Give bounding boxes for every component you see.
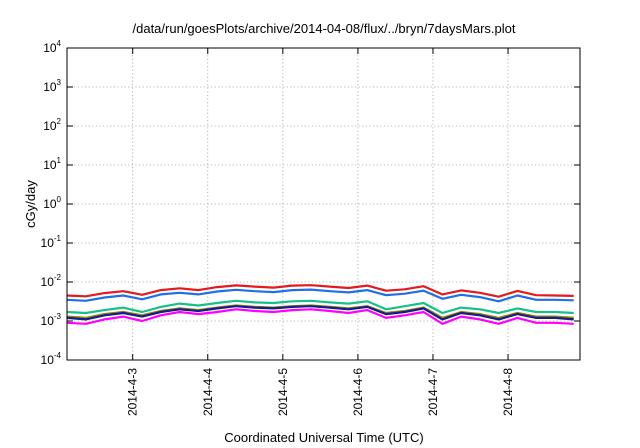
series-group: [66, 284, 574, 325]
y-axis-label: cGy/day: [23, 180, 38, 228]
x-axis-label: Coordinated Universal Time (UTC): [224, 430, 423, 445]
series-line-6: [66, 308, 574, 325]
series-line-2: [66, 288, 574, 303]
x-tick-label: 2014-4-6: [351, 368, 365, 416]
x-tick-label: 2014-4-3: [126, 368, 140, 416]
y-tick-label: 100: [43, 195, 61, 211]
x-axis: 2014-4-3 2014-4-4 2014-4-5 2014-4-6 2014-4-7…: [126, 48, 515, 416]
x-tick-label: 2014-4-7: [426, 368, 440, 416]
grid: [67, 48, 580, 360]
x-tick-label: 2014-4-4: [201, 368, 215, 416]
series-line-5: [66, 305, 574, 321]
y-tick-label: 101: [43, 156, 61, 172]
y-tick-label: 10-1: [41, 234, 62, 250]
y-tick-label: 10-4: [41, 351, 62, 367]
y-tick-label: 102: [43, 117, 61, 133]
series-line-3: [66, 299, 574, 315]
x-tick-label: 2014-4-5: [276, 368, 290, 416]
chart-title: /data/run/goesPlots/archive/2014-04-08/f…: [133, 21, 516, 36]
y-tick-label: 104: [43, 39, 61, 55]
y-tick-label: 103: [43, 78, 61, 94]
x-tick-label: 2014-4-8: [501, 368, 515, 416]
y-tick-label: 10-2: [41, 273, 62, 289]
y-tick-label: 10-3: [41, 312, 62, 328]
y-axis: 10-4 10-3 10-2 10-1 100 101 102 103 104: [41, 39, 580, 367]
series-line-1: [66, 284, 574, 298]
